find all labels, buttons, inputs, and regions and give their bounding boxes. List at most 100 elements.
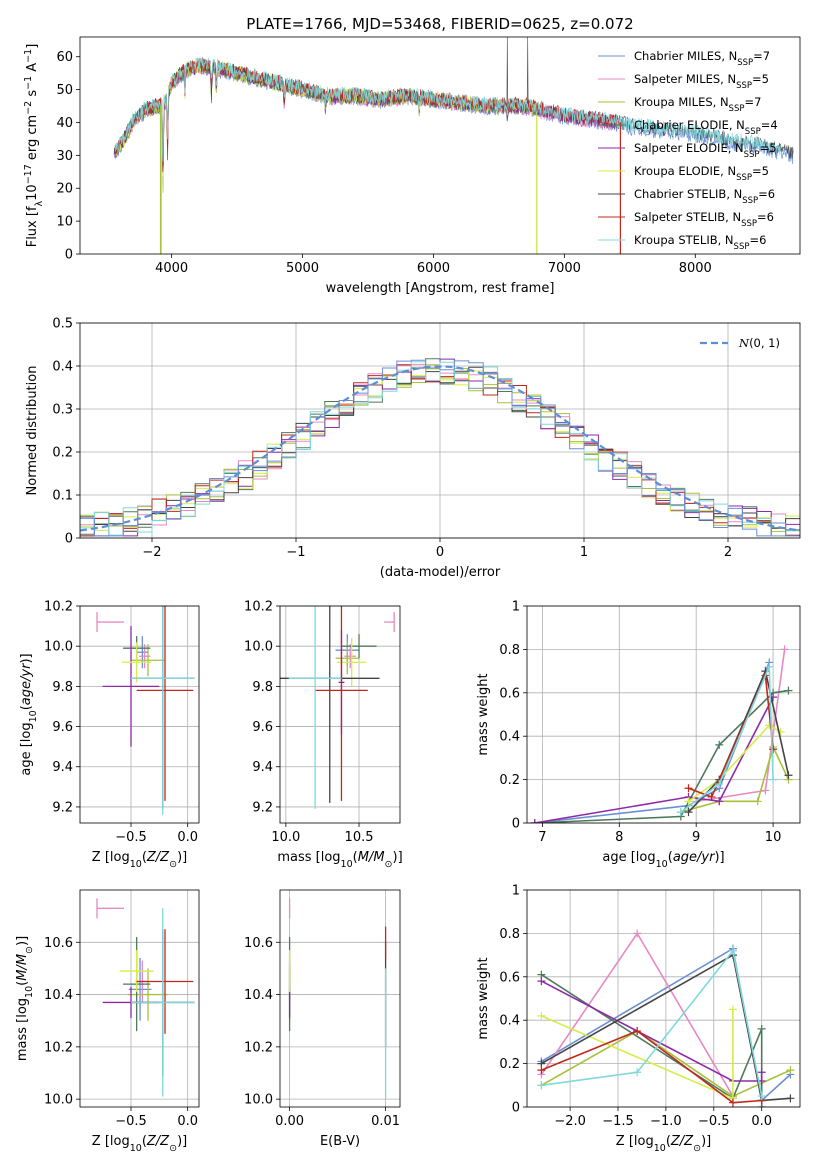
- x-axis-label: E(B-V): [320, 1134, 360, 1149]
- weight-marker: [537, 977, 546, 986]
- weight-marker: [728, 1098, 737, 1107]
- y-tick-label: 10.0: [44, 640, 73, 655]
- weight-series-4: [534, 696, 774, 823]
- y-tick-label: 50: [56, 83, 73, 98]
- weight-marker: [537, 1011, 546, 1020]
- weight-marker: [757, 1068, 766, 1077]
- x-tick-label: 7: [538, 830, 546, 845]
- axes-frame: [526, 605, 801, 824]
- axes-frame: [279, 605, 401, 824]
- spectrum-legend: Chabrier MILES, NSSP=7 Salpeter MILES, NS…: [598, 49, 778, 252]
- x-tick-label: 0.00: [275, 1114, 304, 1129]
- plot-area-spectrum: [113, 37, 794, 254]
- x-axis-label: age [log10(age/yr)]: [602, 850, 724, 870]
- normal-reference-curve: [80, 365, 800, 532]
- y-tick-label: 0.2: [499, 773, 520, 788]
- y-tick-label: 1: [512, 600, 520, 615]
- weight-series-8: [680, 666, 774, 813]
- y-tick-label: 0: [65, 248, 73, 263]
- y-tick-label: 0.4: [499, 730, 520, 745]
- x-tick-label: −1.5: [602, 1114, 634, 1129]
- y-tick-label: 10.4: [244, 988, 273, 1003]
- figure-title: PLATE=1766, MJD=53468, FIBERID=0625, z=0…: [246, 15, 633, 33]
- axes-frame: [79, 322, 801, 539]
- x-axis-label: Z [log10(Z/Z⊙)]: [616, 1134, 711, 1154]
- y-axis-label: mass [log10(M/M⊙)]: [15, 936, 35, 1061]
- weight-marker: [537, 1081, 546, 1090]
- hist-series-8: [80, 361, 800, 538]
- weight-series-3: [540, 973, 763, 1107]
- x-tick-label: 5000: [286, 261, 319, 276]
- plot-area-weight_vs_Z: [537, 929, 795, 1107]
- legend-entry: Kroupa STELIB, NSSP=6: [634, 233, 766, 252]
- weight-marker: [633, 929, 642, 938]
- x-axis-label: Z [log10(Z/Z⊙)]: [92, 850, 187, 870]
- x-axis-label: (data-model)/error: [380, 565, 501, 580]
- weight-marker: [761, 786, 770, 795]
- x-tick-label: 10: [765, 830, 782, 845]
- y-tick-label: 10.4: [44, 988, 73, 1003]
- weight-marker: [633, 1027, 642, 1036]
- y-tick-label: 10.2: [44, 600, 73, 615]
- weight-marker: [707, 792, 716, 801]
- legend-entry: Chabrier STELIB, NSSP=6: [634, 187, 775, 206]
- x-axis-label: mass [log10(M/M⊙)]: [277, 850, 402, 870]
- axes-frame: [79, 36, 801, 255]
- weight-marker: [784, 686, 793, 695]
- y-tick-label: 0.6: [499, 686, 520, 701]
- weight-marker: [786, 1094, 795, 1103]
- weight-marker: [633, 1068, 642, 1077]
- y-tick-label: 9.4: [52, 760, 73, 775]
- weight-marker: [684, 784, 693, 793]
- plot-area-age_vs_mass: [280, 606, 395, 809]
- weight-marker: [728, 1005, 737, 1014]
- x-tick-label: 10.5: [345, 830, 374, 845]
- x-tick-label: −0.5: [115, 830, 147, 845]
- y-tick-label: 10.2: [244, 1040, 273, 1055]
- legend-entry: Salpeter STELIB, NSSP=6: [634, 210, 774, 229]
- x-tick-label: 9: [692, 830, 700, 845]
- weight-series-7: [688, 672, 774, 799]
- y-tick-label: 10.2: [244, 600, 273, 615]
- legend-entry: Kroupa ELODIE, NSSP=5: [634, 164, 769, 183]
- plot-area-mass_vs_EBV: [288, 898, 387, 1100]
- panel-weight_vs_Z: −2.0 −1.5 −1.0 −0.5 0.0 0 0.2 0.4 0.6 0.8 1 Z [log1…: [476, 884, 801, 1154]
- hist-series-0: [80, 359, 800, 538]
- x-tick-label: 4000: [155, 261, 188, 276]
- y-tick-label: 9.8: [252, 680, 273, 695]
- y-axis-label: age [log10(age/yr)]: [19, 653, 39, 775]
- panel-mass_vs_Z: −0.5 0.0 10.0 10.2 10.4 10.6 Z [log10(Z/Z⊙)] ma…: [15, 889, 200, 1154]
- weight-marker: [753, 797, 762, 806]
- weight-marker: [769, 775, 778, 784]
- y-tick-label: 0.8: [499, 643, 520, 658]
- plot-area-weight_vs_age: [530, 645, 793, 823]
- y-tick-label: 0: [65, 532, 73, 547]
- x-tick-label: 2: [724, 545, 732, 560]
- y-tick-label: 10.0: [44, 1093, 73, 1108]
- x-tick-label: 0.0: [177, 830, 198, 845]
- x-axis-label: Z [log10(Z/Z⊙)]: [92, 1134, 187, 1154]
- panel-residual_hist: −2 −1 0 1 2 0 0.1 0.2 0.3 0.4 0.5 (data-model)/erro…: [25, 317, 801, 580]
- legend-entry: Salpeter ELODIE, NSSP=5: [634, 141, 777, 160]
- spectrum-series-8: [114, 57, 781, 162]
- weight-marker: [530, 819, 539, 823]
- weight-marker: [715, 740, 724, 749]
- y-tick-label: 0.8: [499, 927, 520, 942]
- legend-entry: Salpeter MILES, NSSP=5: [634, 72, 769, 91]
- y-tick-label: 0.5: [52, 317, 73, 332]
- x-tick-label: 6000: [417, 261, 450, 276]
- weight-marker: [769, 745, 778, 754]
- x-tick-label: −2: [142, 545, 161, 560]
- y-tick-label: 0.1: [52, 489, 73, 504]
- panel-spectrum: 4000 5000 6000 7000 8000 0 10 20 30 40 50 60 wavelen…: [23, 36, 801, 296]
- y-tick-label: 0.3: [52, 403, 73, 418]
- x-tick-label: 8: [615, 830, 623, 845]
- y-tick-label: 10.0: [244, 640, 273, 655]
- y-tick-label: 9.2: [52, 800, 73, 815]
- panel-age_vs_Z: −0.5 0.0 9.2 9.4 9.6 9.8 10.0 10.2 Z [log10(Z/Z⊙…: [19, 600, 200, 870]
- axes-frame: [526, 889, 801, 1108]
- weight-marker: [784, 771, 793, 780]
- x-tick-label: −0.5: [115, 1114, 147, 1129]
- y-tick-label: 10.6: [244, 936, 273, 951]
